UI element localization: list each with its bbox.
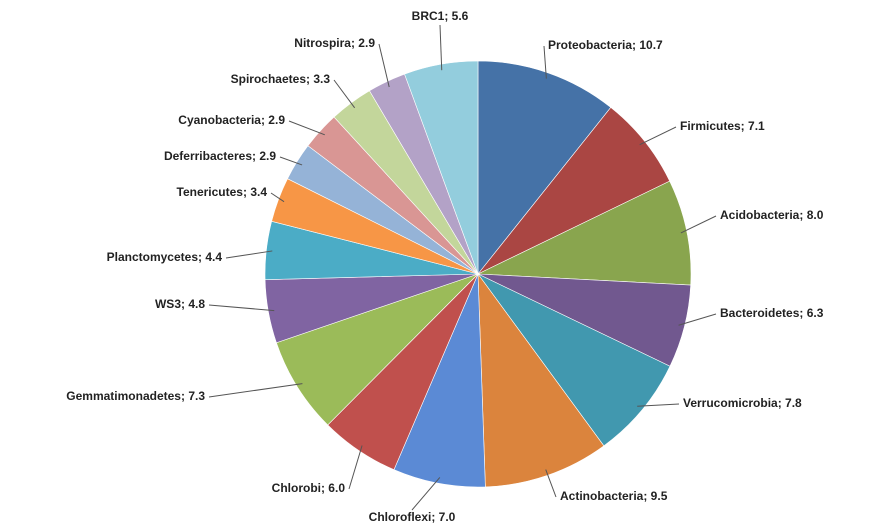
data-label: Cyanobacteria; 2.9 <box>178 113 285 127</box>
leader-line <box>333 79 356 109</box>
pie-slice <box>477 60 612 275</box>
leader-line <box>279 156 303 166</box>
data-label: Spirochaetes; 3.3 <box>231 72 331 86</box>
leader-line <box>543 45 547 79</box>
pie-slice <box>477 180 692 286</box>
leader-line <box>208 304 275 312</box>
leader-line <box>288 120 325 136</box>
leader-line <box>270 192 285 203</box>
pie-slice <box>477 273 671 447</box>
data-label: Proteobacteria; 10.7 <box>548 38 663 52</box>
data-label: Gemmatimonadetes; 7.3 <box>66 389 205 403</box>
leader-line <box>439 24 443 71</box>
leader-line <box>639 126 677 146</box>
leader-line <box>378 43 390 88</box>
leader-line <box>680 215 717 234</box>
leader-line <box>678 313 717 326</box>
data-label: WS3; 4.8 <box>155 297 205 311</box>
data-label: Chlorobi; 6.0 <box>272 481 346 495</box>
leader-line <box>545 469 557 498</box>
leader-line <box>637 403 680 407</box>
data-label: Deferribacteres; 2.9 <box>164 149 276 163</box>
data-label: Bacteroidetes; 6.3 <box>720 306 824 320</box>
pie-slice <box>276 273 479 426</box>
data-label: BRC1; 5.6 <box>412 9 469 23</box>
leader-line <box>208 383 303 398</box>
leader-line <box>225 250 273 259</box>
data-label: Firmicutes; 7.1 <box>680 119 765 133</box>
leader-line <box>348 445 363 490</box>
data-label: Actinobacteria; 9.5 <box>560 489 668 503</box>
data-label: Verrucomicrobia; 7.8 <box>683 396 802 410</box>
data-label: Chloroflexi; 7.0 <box>369 510 456 524</box>
pie-slice <box>404 60 479 275</box>
leader-line <box>411 477 441 511</box>
data-label: Nitrospira; 2.9 <box>294 36 375 50</box>
data-label: Planctomycetes; 4.4 <box>107 250 223 264</box>
data-label: Tenericutes; 3.4 <box>177 185 268 199</box>
data-label: Acidobacteria; 8.0 <box>720 208 824 222</box>
